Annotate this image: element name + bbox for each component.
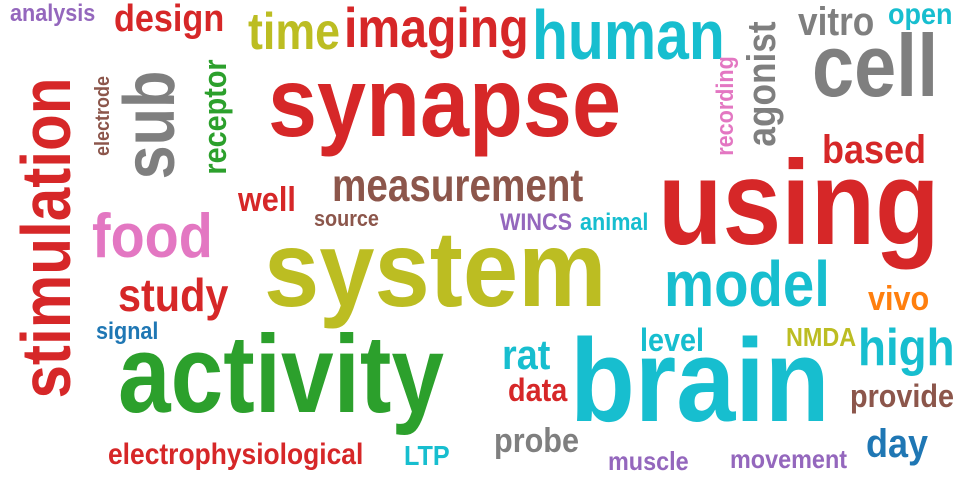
word-day: day (866, 422, 929, 466)
word-wincs: WINCS (500, 209, 572, 236)
word-movement: movement (730, 444, 848, 474)
word-synapse: synapse (268, 47, 622, 157)
word-receptor: receptor (197, 59, 233, 175)
word-cell: cell (812, 16, 939, 115)
word-study: study (118, 269, 229, 321)
word-well: well (238, 181, 296, 219)
word-activity: activity (118, 313, 445, 436)
word-probe: probe (494, 422, 580, 460)
word-recording: recording (712, 56, 739, 156)
word-rat: rat (502, 331, 551, 378)
word-vitro: vitro (798, 0, 875, 44)
word-signal: signal (96, 318, 159, 345)
word-nmda: NMDA (786, 322, 857, 352)
word-open: open (888, 0, 953, 31)
word-design: design (114, 0, 225, 40)
word-based: based (822, 128, 927, 172)
word-electrophysiological: electrophysiological (108, 438, 364, 471)
word-animal: animal (580, 209, 649, 236)
word-time: time (248, 3, 340, 61)
word-analysis: analysis (10, 0, 96, 27)
word-brain: brain (570, 315, 830, 447)
word-source: source (314, 206, 379, 231)
word-high: high (858, 319, 955, 377)
word-vivo: vivo (868, 280, 930, 318)
word-data: data (508, 372, 568, 408)
word-sub: sub (110, 70, 190, 180)
word-level: level (640, 322, 705, 358)
word-using: using (658, 136, 940, 270)
word-agonist: agonist (740, 21, 784, 147)
word-food: food (92, 202, 213, 271)
word-provide: provide (850, 378, 955, 414)
word-electrode: electrode (92, 75, 114, 157)
word-system: system (264, 208, 607, 329)
word-muscle: muscle (608, 446, 689, 476)
word-human: human (532, 0, 725, 74)
word-stimulation: stimulation (7, 77, 85, 399)
word-model: model (664, 248, 830, 320)
word-measurement: measurement (332, 159, 584, 211)
word-ltp: LTP (404, 440, 450, 471)
word-imaging: imaging (344, 0, 529, 59)
